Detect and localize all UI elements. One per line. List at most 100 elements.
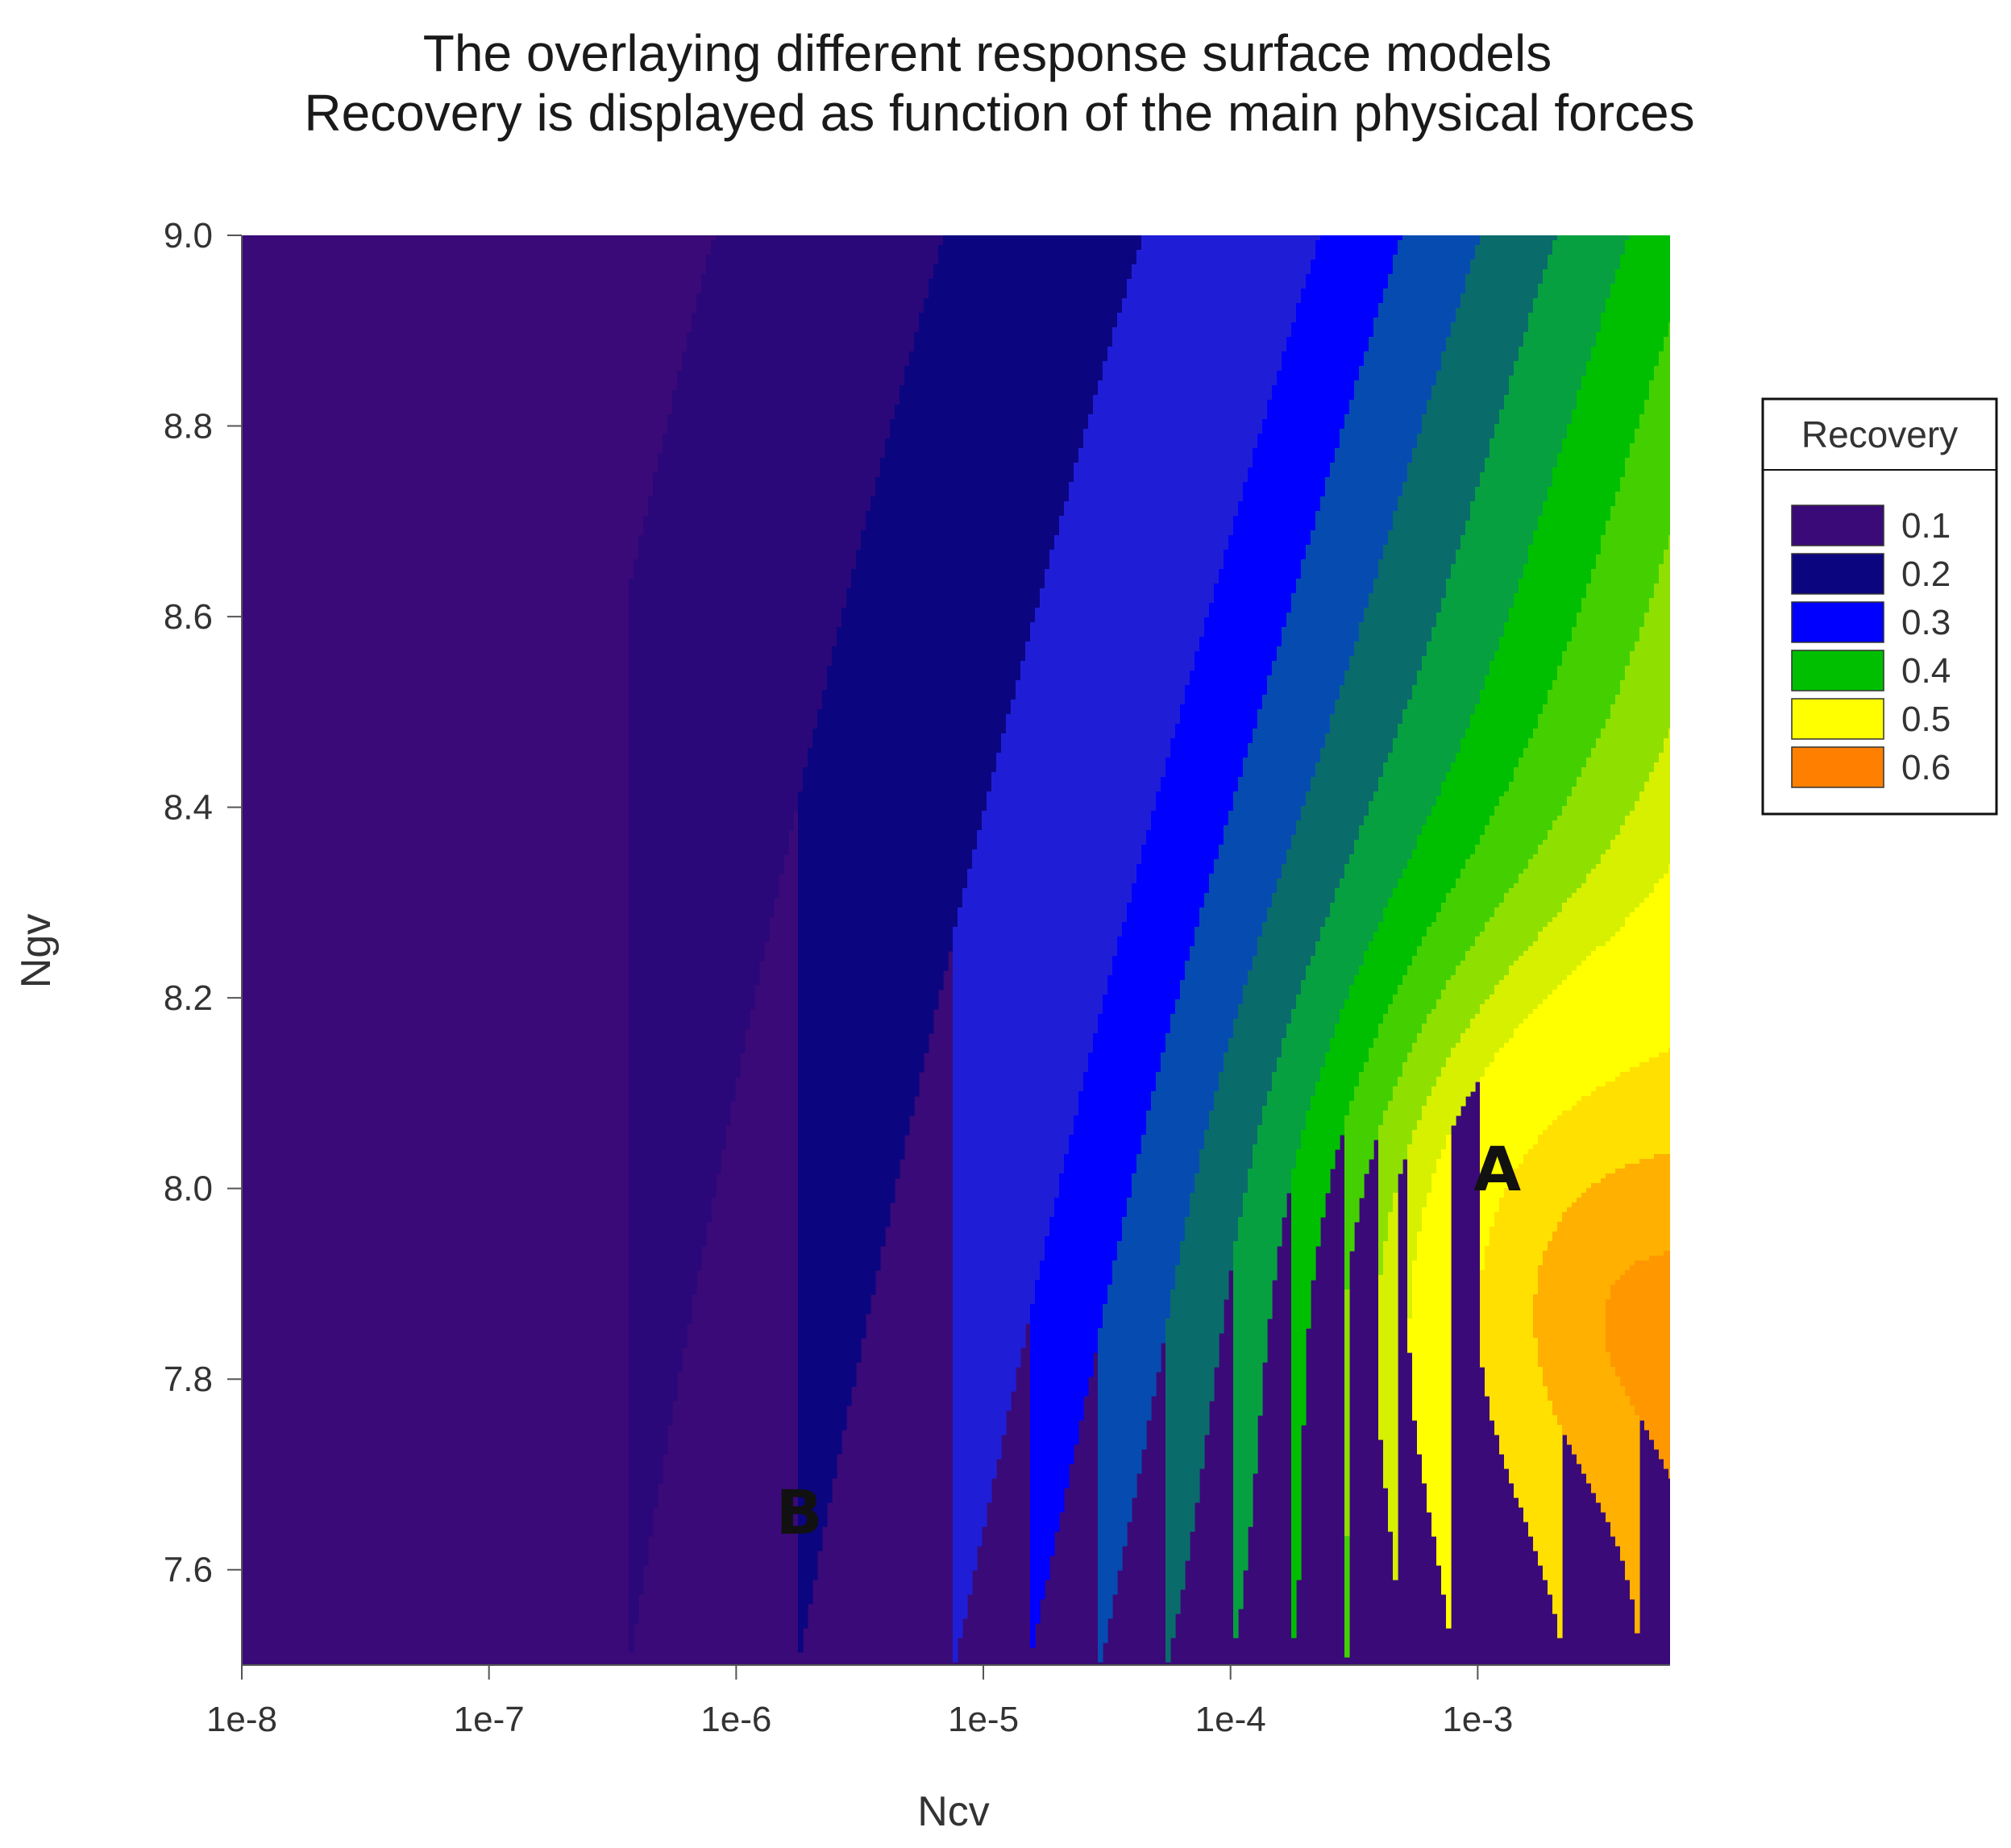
contour-band-cell [1548,830,1553,923]
contour-band-cell [1504,235,1510,396]
contour-band-cell [1107,975,1113,1285]
contour-band-cell [1398,878,1403,986]
contour-band-cell [1349,235,1355,401]
contour-band-cell [1659,1154,1664,1256]
contour-band-cell [1572,893,1577,971]
contour-band-cell [851,569,857,1387]
contour-band-cell [1175,235,1181,725]
contour-band-cell [1402,482,1408,710]
contour-band-cell [1601,854,1606,947]
contour-band-cell [1122,298,1128,923]
contour-band-cell [1267,400,1273,676]
contour-band-cell [856,550,862,1363]
contour-band-cell [1035,1280,1041,1624]
contour-band-cell [1557,816,1563,913]
contour-band-cell [1165,1319,1171,1663]
contour-band-cell [798,791,804,1653]
contour-band-cell [1456,878,1461,966]
contour-band-cell [682,351,688,1348]
contour-band-cell [1262,419,1268,696]
contour-band-cell [1301,806,1307,981]
contour-band-cell [1141,235,1147,845]
contour-band-cell [1499,409,1505,637]
contour-band-cell [904,366,910,1136]
contour-band-cell [1528,946,1534,1015]
contour-band-cell [1519,347,1524,579]
contour-band-cell [1562,806,1568,903]
contour-band-cell [658,453,663,1484]
contour-band-cell [880,458,886,1247]
contour-band-cell [1596,738,1602,865]
contour-band-cell [1398,235,1403,241]
contour-band-cell [1040,588,1045,1261]
contour-band-cell [1335,448,1340,700]
contour-band-cell [730,235,736,1102]
contour-band-cell [1538,714,1544,845]
contour-band-cell [1006,714,1012,1411]
contour-band-cell [1606,941,1611,1082]
contour-band-cell [1122,235,1128,299]
contour-band-cell [1620,1386,1626,1561]
contour-band-cell [1180,980,1186,1242]
contour-band-cell [1344,671,1350,865]
contour-band-cell [1315,235,1321,241]
contour-band-cell [1620,927,1626,1073]
contour-band-cell [1562,651,1568,807]
contour-band-cell [1543,501,1548,705]
contour-band-cell [1035,235,1041,608]
contour-band-cell [1644,400,1650,613]
contour-band-cell [1436,613,1442,797]
contour-band-cell [1286,337,1292,613]
contour-band-cell [1219,569,1224,845]
contour-band-cell [1049,235,1055,550]
contour-band-cell [1441,1067,1447,1150]
contour-band-cell [1664,337,1669,550]
contour-band-cell [1132,1173,1137,1498]
contour-band-cell [1088,235,1094,415]
contour-band-cell [1519,874,1524,957]
contour-band-cell [1378,1125,1384,1276]
contour-band-cell [827,666,833,1503]
contour-band-cell [1030,1304,1036,1648]
contour-band-cell [822,235,828,691]
contour-band-cell [1490,917,1495,995]
contour-band-cell [1136,235,1142,251]
contour-band-cell [953,927,958,1663]
contour-band-cell [1354,1086,1360,1223]
contour-band-cell [1112,235,1118,328]
contour-band-cell [1369,593,1374,802]
contour-band-cell [1639,627,1645,792]
contour-band-cell [1485,675,1490,826]
contour-band-cell [1620,680,1626,826]
contour-band-cell [1373,579,1379,792]
contour-band-cell [1668,864,1670,1049]
y-axis-label: Ngv [13,914,60,988]
contour-band-cell [1388,235,1394,275]
contour-band-cell [1267,235,1273,401]
contour-band-cell [1117,936,1123,1242]
contour-band-cell [1548,1241,1553,1402]
contour-band-cell [914,332,920,1097]
contour-band-cell [1470,946,1476,1020]
contour-band-cell [1668,1251,1670,1479]
contour-band-cell [1127,235,1132,280]
contour-band-cell [1480,1004,1485,1078]
contour-band-cell [1639,903,1645,1063]
contour-band-cell [1465,1028,1471,1097]
contour-band-cell [1306,545,1311,792]
contour-band-cell [1320,496,1326,749]
contour-band-cell [1504,975,1510,1044]
contour-band-cell [933,264,939,1010]
contour-band-cell [1340,685,1345,879]
contour-band-cell [1088,1053,1094,1377]
contour-band-cell [1475,487,1481,705]
contour-band-cell [1243,985,1249,1194]
contour-band-cell [1320,1067,1326,1218]
contour-band-cell [1315,941,1321,1082]
contour-band-cell [1378,1024,1384,1126]
contour-band-cell [1306,1111,1311,1329]
contour-band-cell [1253,448,1258,729]
contour-band-cell [904,235,910,367]
contour-band-cell [1615,835,1621,932]
